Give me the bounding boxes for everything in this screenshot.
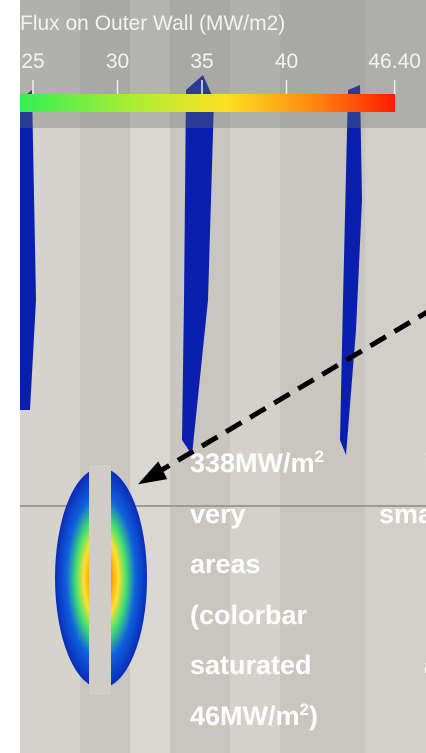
colorbar-tick-label: 46.40 bbox=[368, 50, 421, 73]
annotation-text: saturated at bbox=[190, 650, 426, 680]
annotation: 338MW/m2 invery smallareas(colorbarsatur… bbox=[190, 438, 426, 741]
annotation-text: in bbox=[324, 448, 426, 478]
annotation-text: (colorbar bbox=[190, 600, 307, 630]
colorbar-tick-label: 40 bbox=[275, 50, 298, 73]
annotation-line: (colorbar bbox=[190, 590, 426, 641]
annotation-line: saturated at bbox=[190, 640, 426, 691]
colorbar-tick-label: 35 bbox=[190, 50, 213, 73]
screenshot: Flux on Outer Wall (MW/m2) 25 30 35 40 46.40… bbox=[0, 0, 426, 753]
annotation-text: 46MW/m bbox=[190, 701, 300, 731]
annotation-text: ) bbox=[309, 701, 318, 731]
annotation-line: 46MW/m2) bbox=[190, 691, 426, 742]
annotation-text: areas bbox=[190, 549, 261, 579]
colorbar-tick-label: 30 bbox=[106, 50, 129, 73]
annotation-text: 338MW/m bbox=[190, 448, 315, 478]
superscript: 2 bbox=[300, 700, 309, 719]
colorbar-title: Flux on Outer Wall (MW/m2) bbox=[20, 12, 285, 35]
annotation-line: areas bbox=[190, 539, 426, 590]
colorbar-tick-label: 25 bbox=[21, 50, 44, 73]
annotation-text: very small bbox=[190, 499, 426, 529]
annotation-line: very small bbox=[190, 489, 426, 540]
superscript: 2 bbox=[315, 447, 324, 466]
annotation-line: 338MW/m2 in bbox=[190, 438, 426, 489]
